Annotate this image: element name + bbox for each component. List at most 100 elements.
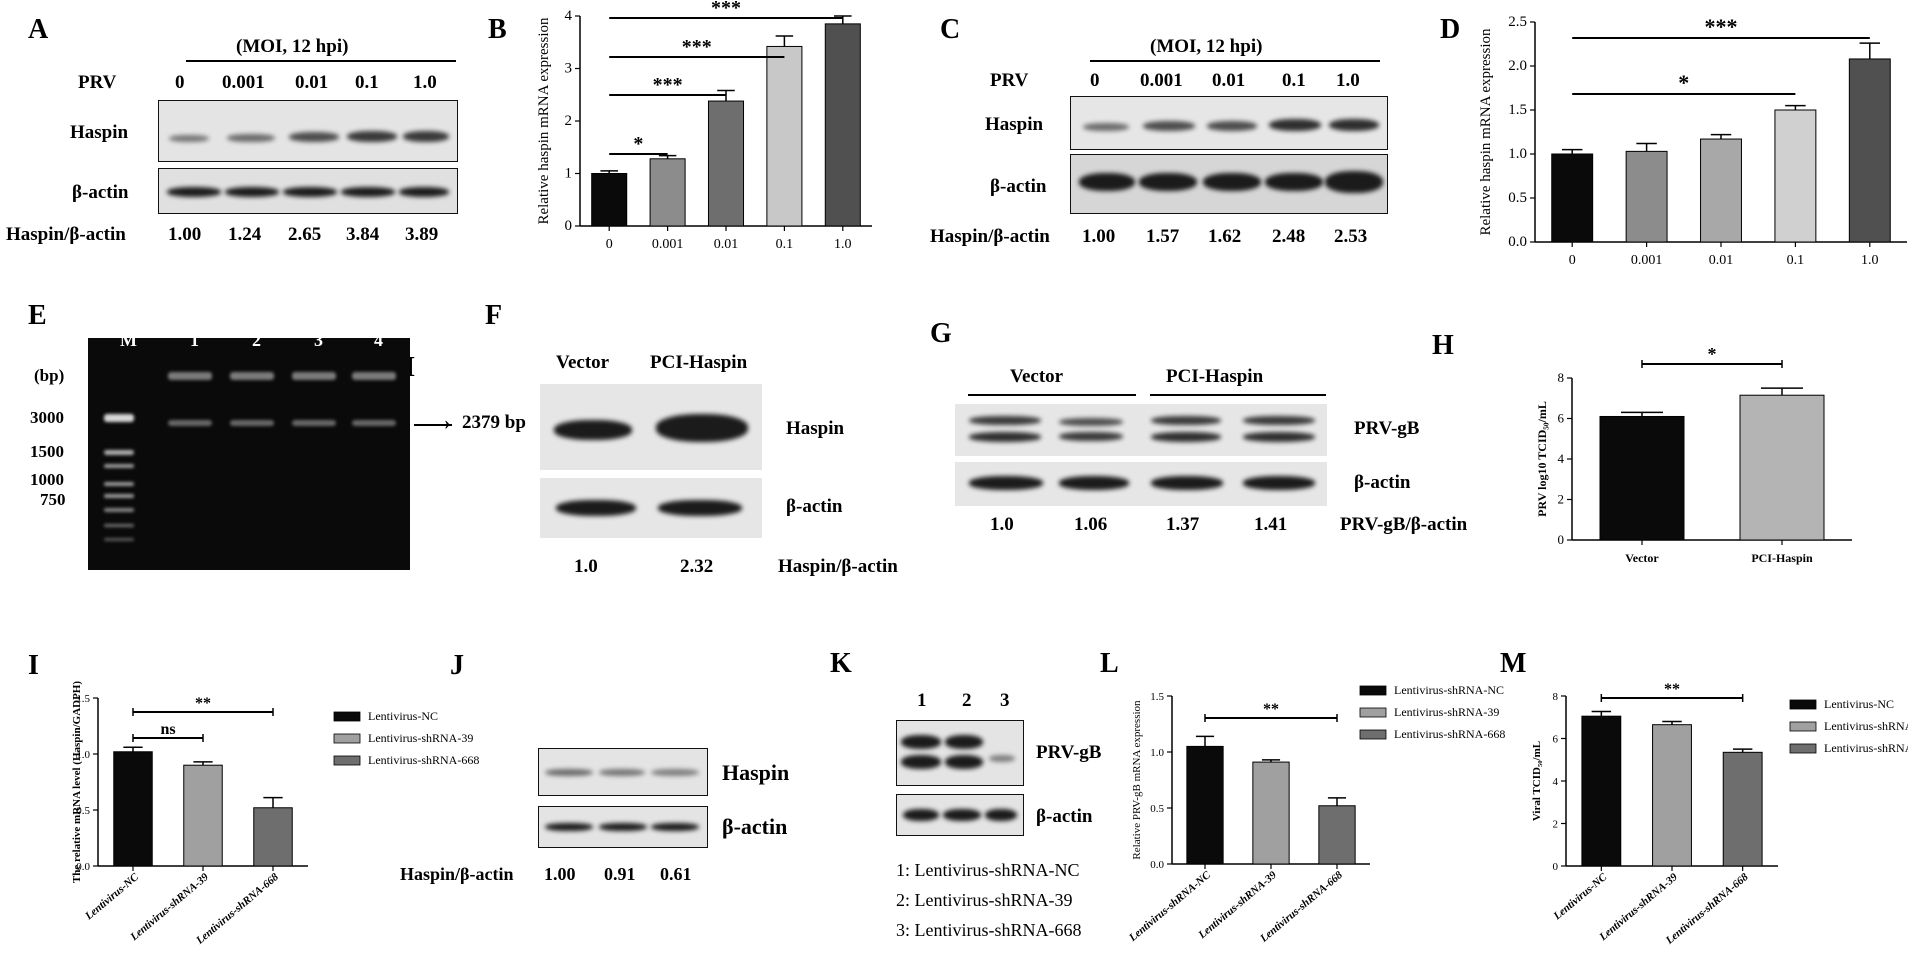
panel-c-lane-4: 0.1 [1282,70,1306,91]
panel-k-lane-2: 2 [962,690,972,711]
panel-j-ratio-1: 1.00 [544,864,576,884]
panel-l-ytick-label-0: 0.0 [1150,859,1164,871]
panel-m-bar-1 [1652,724,1692,867]
panel-a-lane-2: 0.001 [222,72,265,93]
panel-b-bar-2 [707,100,745,227]
panel-k-lane-1: 1 [917,690,927,711]
panel-c-ratio-4: 2.48 [1272,226,1306,247]
panel-m-legend-label-0: Lentivirus-NC [1824,697,1894,711]
panel-label-h: H [1432,330,1454,361]
panel-a-lane-4: 0.1 [355,72,379,93]
panel-g-group-1: Vector [1010,366,1064,387]
panel-f-blot1-label: Haspin [786,418,845,439]
panel-a-blot2-label: β-actin [72,182,129,203]
panel-f-lane-2: PCI-Haspin [650,352,748,373]
panel-b-xlabel-4: 1.0 [834,237,852,252]
panel-d-bar-4 [1848,58,1891,243]
panel-m-legend-label-1: Lentivirus-shRNA-39 [1824,719,1908,733]
panel-g-group-1-line [968,394,1136,396]
panel-g-blot1-label: PRV-gB [1354,418,1420,439]
panel-l-legend-swatch-1 [1359,707,1387,718]
panel-j-ratio-3: 0.61 [660,864,692,884]
panel-l-legend-label-2: Lentivirus-shRNA-668 [1394,727,1505,741]
panel-d-ytick-label-4: 2.0 [1508,58,1527,74]
panel-b-xlabel-1: 0.001 [652,237,684,252]
panel-label-c: C [940,14,961,45]
panel-l-legend-label-1: Lentivirus-shRNA-39 [1394,705,1499,719]
panel-d-bar-0 [1551,153,1594,243]
panel-m-legend-swatch-1 [1789,721,1817,732]
panel-d-ytick-label-1: 0.5 [1508,190,1527,206]
panel-k-lane-3: 3 [1000,690,1010,711]
panel-e-size-1000: 1000 [30,470,64,489]
panel-g-blot2-label: β-actin [1354,472,1411,493]
panel-a-lane-5: 1.0 [413,72,437,93]
panel-b-ytick-label-0: 0 [565,218,573,234]
panel-c-lane-5: 1.0 [1336,70,1360,91]
panel-h-ytick-label-2: 4 [1558,451,1565,466]
panel-g-actin-blot [955,462,1327,506]
panel-a-row-label: PRV [78,72,117,93]
panel-b-xlabel-2: 0.01 [714,237,739,252]
panel-j-ratio-label: Haspin/β-actin [400,864,514,884]
panel-label-g: G [930,318,952,349]
panel-l-ytick-label-1: 0.5 [1150,803,1164,815]
panel-h-ylabel: PRV log10 TCID₅₀/mL [1535,401,1549,517]
panel-label-j: J [450,650,464,681]
panel-j-blot1-label: Haspin [722,760,790,785]
panel-l-sig-label-0: ** [1263,701,1279,718]
panel-f-blot2-label: β-actin [786,496,843,517]
panel-e-lane-4: 4 [374,330,383,350]
panel-i-ytick-label-1: 0.5 [76,805,90,817]
panel-e-marker: M [120,330,137,350]
panel-c-condition: (MOI, 12 hpi) [1150,36,1263,57]
panel-m-legend-label-2: Lentivirus-shRNA-668 [1824,741,1908,755]
panel-a-blot1-label: Haspin [70,122,129,143]
panel-i-legend-label-2: Lentivirus-shRNA-668 [368,753,479,767]
panel-i-ytick-label-2: 1.0 [76,749,90,761]
panel-l-ylabel: Relative PRV-gB mRNA expression [1131,700,1143,860]
panel-m-ylabel: Viral TCID₅₀/mL [1531,741,1543,821]
panel-g-prv-gb-blot [955,404,1327,456]
panel-b-sig-label-0: * [633,133,643,155]
panel-c-ratio-3: 1.62 [1208,226,1242,247]
panel-m-ytick-label-3: 6 [1553,734,1559,746]
panel-d-xlabel-4: 1.0 [1861,253,1879,268]
panel-g-ratio-4: 1.41 [1254,514,1288,535]
panel-h-sig-label-0: * [1708,344,1717,364]
panel-d-bar-3 [1774,109,1817,243]
panel-c-condition-line [1090,60,1380,62]
panel-label-e: E [28,300,47,331]
panel-f-ratio-2: 2.32 [680,556,714,577]
panel-g-ratio-2: 1.06 [1074,514,1108,535]
panel-c-lane-1: 0 [1090,70,1100,91]
panel-f-ratio-label: Haspin/β-actin [778,556,898,577]
panel-d-xlabel-1: 0.001 [1631,253,1663,268]
panel-j-blot2-label: β-actin [722,814,788,839]
panel-c-ratio-5: 2.53 [1334,226,1368,247]
panel-h-xlabel-0: Vector [1625,551,1659,565]
panel-g-group-2-line [1150,394,1326,396]
panel-a-haspin-blot [158,100,458,162]
panel-i-ytick-label-3: 1.5 [76,693,90,705]
panel-h-bar-0 [1599,415,1685,541]
panel-a-lane-1: 0 [175,72,185,93]
panel-i-ytick-label-0: 0.0 [76,861,90,873]
panel-m-sig-label-0: ** [1664,681,1680,698]
panel-b-bar-0 [591,173,628,227]
panel-h-ytick-label-4: 8 [1558,370,1565,385]
panel-b-ytick-label-2: 2 [565,113,573,129]
panel-i-legend-swatch-1 [333,733,361,744]
panel-c-ratio-2: 1.57 [1146,226,1180,247]
panel-c-lane-3: 0.01 [1212,70,1246,91]
panel-m-ytick-label-1: 2 [1553,819,1559,831]
panel-e-size-1500: 1500 [30,442,64,461]
panel-m-legend-swatch-2 [1789,743,1817,754]
panel-c-blot1-label: Haspin [985,114,1044,135]
panel-m-xlabel-0: Lentivirus-NC [1551,871,1610,923]
panel-label-d: D [1440,14,1461,45]
panel-d-bar-1 [1625,150,1668,243]
panel-f-lane-1: Vector [556,352,610,373]
panel-e-size-750: 750 [40,490,66,509]
panel-label-l: L [1100,648,1119,679]
